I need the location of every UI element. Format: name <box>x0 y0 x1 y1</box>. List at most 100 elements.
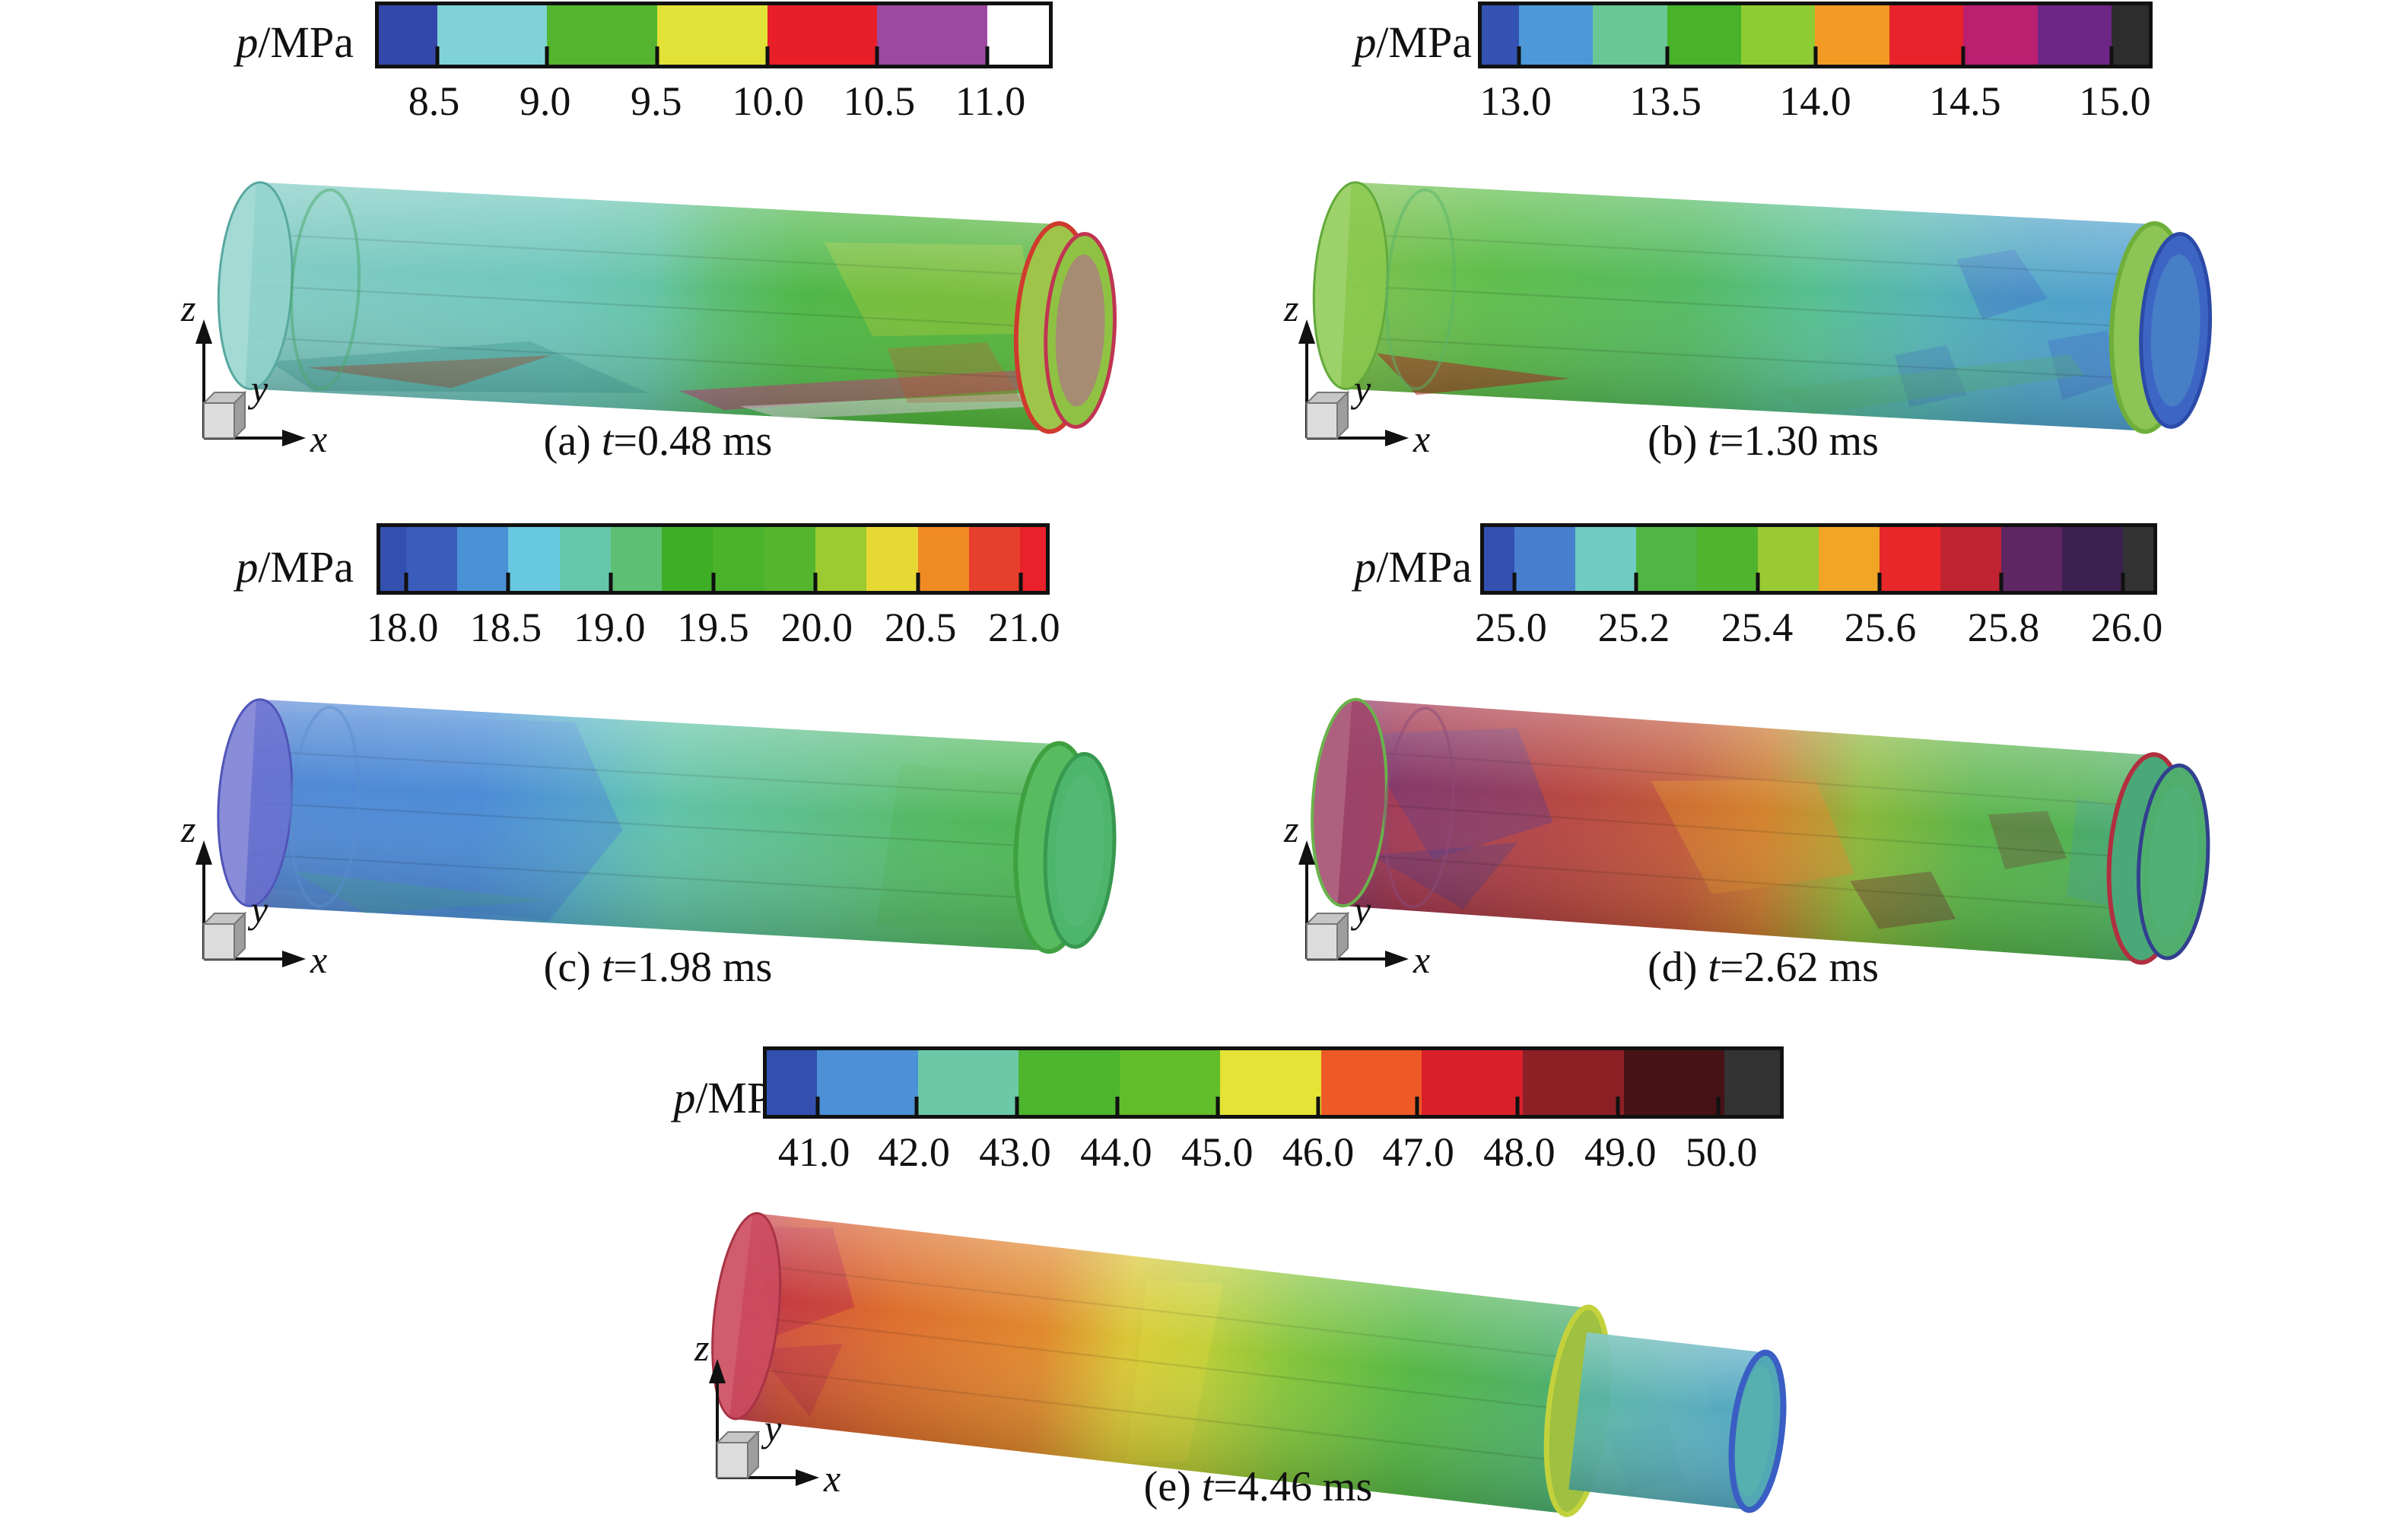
panel-c: p/MPa 18.0 18.5 19.0 19.5 20.0 20.5 21.0 <box>175 522 1293 1024</box>
colorbar-tick <box>1813 46 1817 65</box>
colorbar-segments <box>767 1050 1780 1115</box>
colorbar-tick-label: 13.0 <box>1479 78 1552 124</box>
colorbar-segment <box>987 5 1049 65</box>
cylinder-cap-detail <box>1735 1366 1774 1497</box>
y-axis-label: y <box>1350 888 1371 931</box>
z-arrow-icon <box>195 840 212 865</box>
pressure-contour-cylinder <box>217 698 1117 954</box>
colorbar-tick <box>1999 573 2004 591</box>
colorbar-segment <box>917 527 970 591</box>
colorbar-tick-label: 18.0 <box>366 605 439 650</box>
z-arrow-icon <box>1298 840 1315 865</box>
colorbar-label: p/MPa <box>1312 17 1472 67</box>
colorbar-tick <box>1961 46 1965 65</box>
z-axis-label: z <box>694 1326 709 1369</box>
colorbar-tick-label: 44.0 <box>1080 1129 1152 1175</box>
colorbar-segment <box>559 527 611 591</box>
colorbar-tick-label: 19.5 <box>677 605 749 650</box>
axes-triad: z y x <box>180 808 327 981</box>
colorbar-segment <box>877 5 987 65</box>
colorbar-segment <box>1758 527 1819 591</box>
colorbar-tick-labels: 18.0 18.5 19.0 19.5 20.0 20.5 21.0 <box>367 605 1060 660</box>
pressure-symbol: p <box>236 542 259 592</box>
colorbar-tick-label: 26.0 <box>2090 605 2163 650</box>
colorbar-tick-label: 9.0 <box>519 78 571 124</box>
colorbar-segment <box>917 1050 1019 1115</box>
x-arrow-icon <box>1385 430 1409 446</box>
colorbar-segment <box>1018 1050 1120 1115</box>
pressure-unit: /MPa <box>258 17 354 67</box>
colorbar-tick-label: 9.5 <box>631 78 682 124</box>
origin-cube-front <box>203 923 235 960</box>
colorbar-tick <box>1215 1097 1220 1115</box>
panel-caption: (d) t=2.62 ms <box>1648 944 1879 991</box>
colorbar-segment <box>405 527 457 591</box>
x-axis-label: x <box>310 938 327 981</box>
colorbar-segment <box>1819 527 1880 591</box>
colorbar-tick-labels: 8.5 9.0 9.5 10.0 10.5 11.0 <box>375 78 1053 134</box>
colorbar-segment <box>456 527 509 591</box>
pressure-unit: /MPa <box>1376 542 1472 592</box>
colorbar-segment <box>508 527 560 591</box>
colorbar-tick-label: 43.0 <box>979 1129 1051 1175</box>
colorbar-tick-labels: 25.0 25.2 25.4 25.6 25.8 26.0 <box>1475 605 2162 660</box>
pressure-symbol: p <box>1354 542 1377 592</box>
x-arrow-icon <box>796 1469 819 1486</box>
colorbar-segment <box>1815 5 1889 65</box>
colorbar <box>763 1046 1784 1119</box>
colorbar-tick <box>435 46 440 65</box>
axes-triad: z y x <box>180 287 327 460</box>
z-arrow-icon <box>709 1359 726 1383</box>
pressure-contour-cylinder <box>217 181 1117 434</box>
colorbar-tick <box>1616 1097 1620 1115</box>
colorbar-segment <box>1422 1050 1523 1115</box>
colorbar <box>1478 2 2153 68</box>
colorbar-tick-label: 20.5 <box>884 605 957 650</box>
z-axis-label: z <box>1283 287 1298 329</box>
colorbar-tick-label: 20.0 <box>780 605 853 650</box>
colorbar-label: p/MPa <box>194 542 354 592</box>
origin-cube-front <box>1306 402 1338 439</box>
panel-b: p/MPa 13.0 13.5 14.0 14.5 15.0 z <box>1278 0 2396 517</box>
colorbar-segment <box>1020 527 1047 591</box>
colorbar-segment <box>866 527 918 591</box>
x-axis-label: x <box>310 418 327 460</box>
colorbar-segments <box>1484 527 2153 591</box>
colorbar <box>1480 523 2157 595</box>
colorbar-tick-label: 50.0 <box>1685 1129 1758 1175</box>
colorbar-segment <box>1697 527 1758 591</box>
colorbar-segment <box>1482 5 1519 65</box>
colorbar-tick-label: 46.0 <box>1282 1129 1355 1175</box>
colorbar-segment <box>656 5 767 65</box>
pressure-unit: /MPa <box>258 542 354 592</box>
colorbar-tick <box>916 573 920 591</box>
pressure-symbol: p <box>1354 17 1377 67</box>
colorbar-tick <box>1018 573 1023 591</box>
origin-cube-front <box>717 1442 748 1478</box>
colorbar-segment <box>379 5 437 65</box>
colorbar-tick <box>1515 1097 1520 1115</box>
colorbar-segment <box>2062 527 2123 591</box>
colorbar-segment <box>437 5 548 65</box>
colorbar-tick <box>815 1097 820 1115</box>
x-arrow-icon <box>282 951 306 967</box>
colorbar-tick-label: 11.0 <box>955 78 1026 124</box>
cylinder-cap-detail <box>1055 774 1104 927</box>
cylinder-cap-detail <box>2150 254 2201 407</box>
colorbar-segment <box>1575 527 1636 591</box>
axes-triad: z y x <box>1283 808 1430 981</box>
colorbar-segment <box>1880 527 1940 591</box>
colorbar-segment <box>1119 1050 1221 1115</box>
colorbar-tick <box>813 573 818 591</box>
colorbar-segment <box>767 1050 818 1115</box>
y-axis-label: y <box>247 367 269 410</box>
x-arrow-icon <box>282 430 306 446</box>
colorbar-segment <box>2123 527 2153 591</box>
colorbar-tick <box>1512 573 1517 591</box>
colorbar-tick-label: 42.0 <box>878 1129 950 1175</box>
colorbar-tick-labels: 13.0 13.5 14.0 14.5 15.0 <box>1478 78 2153 134</box>
colorbar-segment <box>1518 5 1594 65</box>
colorbar-tick-label: 13.5 <box>1629 78 1702 124</box>
panel-caption: (a) t=0.48 ms <box>543 418 773 465</box>
colorbar-segment <box>1623 1050 1725 1115</box>
